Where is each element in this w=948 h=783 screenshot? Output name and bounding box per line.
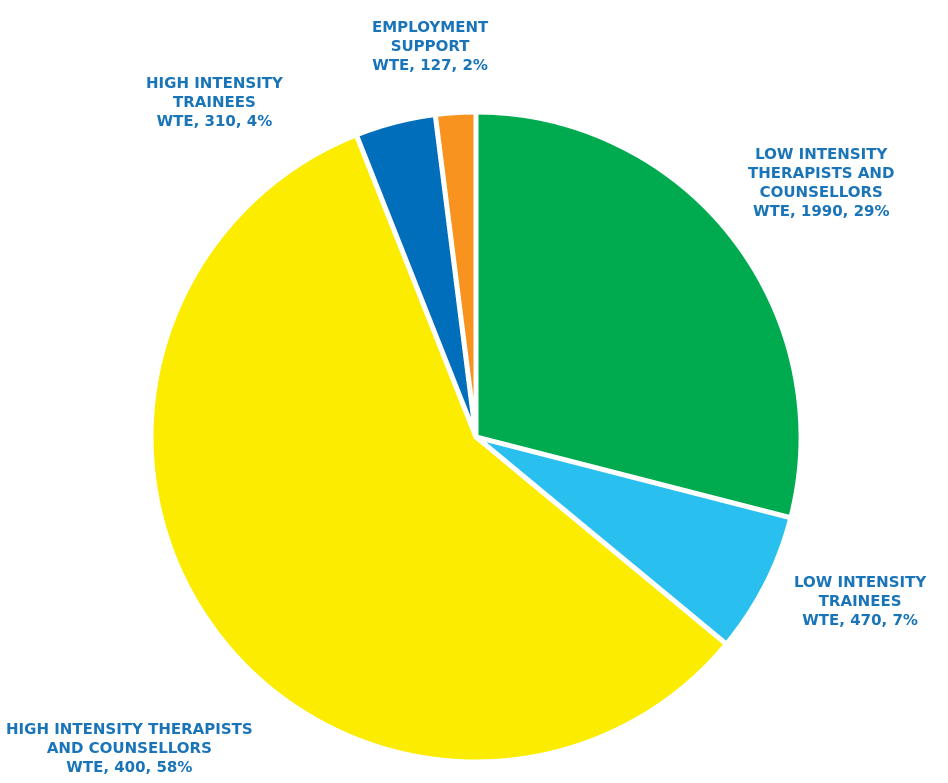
label-line: COUNSELLORS (759, 183, 883, 201)
label-line: WTE, 470, 7% (802, 611, 918, 629)
label-employment-support: EMPLOYMENT SUPPORT WTE, 127, 2% (372, 18, 488, 75)
pie-slice-high-intensity-therapists (148, 132, 729, 765)
label-line: TRAINEES (818, 592, 902, 610)
label-line: AND COUNSELLORS (46, 739, 212, 757)
label-line: SUPPORT (390, 37, 470, 55)
label-line: WTE, 127, 2% (372, 56, 488, 74)
label-line: EMPLOYMENT (372, 18, 489, 36)
label-line: HIGH INTENSITY (146, 74, 283, 92)
label-line: LOW INTENSITY (755, 145, 888, 163)
pie-slice-low-intensity-trainees (473, 434, 794, 647)
label-line: WTE, 1990, 29% (752, 202, 890, 220)
label-high-intensity-therapists: HIGH INTENSITY THERAPISTS AND COUNSELLOR… (6, 720, 253, 777)
label-high-intensity-trainees: HIGH INTENSITY TRAINEES WTE, 310, 4% (146, 74, 283, 131)
label-line: WTE, 400, 58% (66, 758, 193, 776)
label-low-intensity-trainees: LOW INTENSITY TRAINEES WTE, 470, 7% (794, 573, 926, 630)
pie-slice-low-intensity-therapists (473, 109, 804, 521)
pie-slice-employment-support (432, 109, 479, 440)
label-line: HIGH INTENSITY THERAPISTS (6, 720, 253, 738)
label-line: TRAINEES (173, 93, 256, 111)
label-line: WTE, 310, 4% (156, 112, 273, 130)
label-low-intensity-therapists: LOW INTENSITY THERAPISTS AND COUNSELLORS… (748, 145, 894, 221)
label-line: LOW INTENSITY (794, 573, 927, 591)
label-line: THERAPISTS AND (748, 164, 895, 182)
